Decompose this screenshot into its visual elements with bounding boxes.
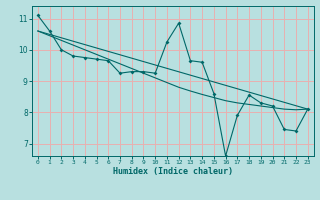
X-axis label: Humidex (Indice chaleur): Humidex (Indice chaleur) [113,167,233,176]
